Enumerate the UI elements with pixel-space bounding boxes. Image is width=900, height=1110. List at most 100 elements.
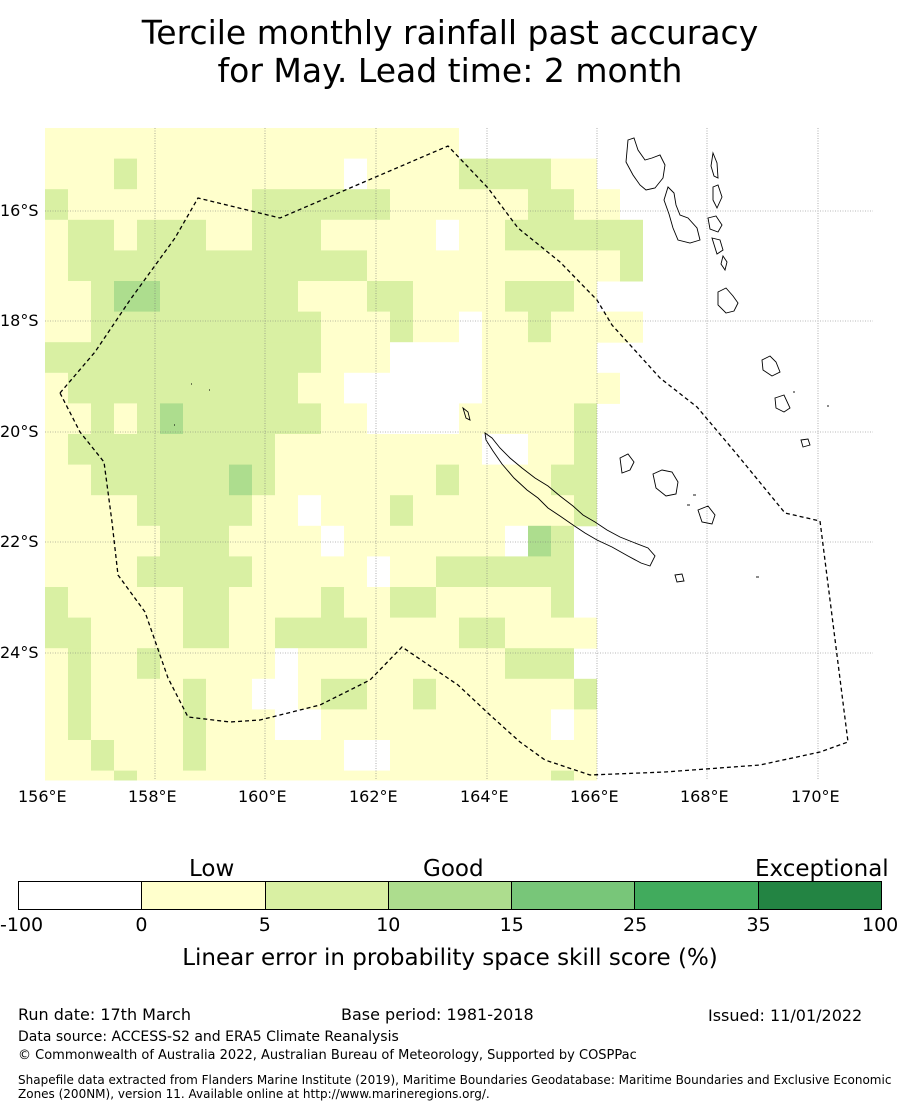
skill-cell bbox=[183, 434, 206, 466]
skill-cell bbox=[436, 648, 459, 680]
skill-cell bbox=[459, 740, 482, 772]
skill-cell bbox=[229, 740, 252, 772]
skill-cell bbox=[390, 464, 413, 496]
skill-cell bbox=[275, 311, 298, 343]
skill-cell bbox=[206, 128, 229, 160]
skill-cell bbox=[275, 250, 298, 282]
skill-cell bbox=[252, 648, 275, 680]
skill-cell bbox=[114, 495, 137, 527]
skill-cell bbox=[160, 770, 183, 781]
skill-cell bbox=[298, 342, 321, 374]
skill-cell bbox=[275, 342, 298, 374]
skill-cell bbox=[551, 189, 574, 221]
copyright: © Commonwealth of Australia 2022, Austra… bbox=[18, 1048, 637, 1063]
skill-cell bbox=[45, 128, 68, 160]
skill-cell bbox=[367, 648, 390, 680]
skill-cell bbox=[91, 158, 114, 190]
colorbar-tick-label: 25 bbox=[623, 914, 648, 936]
skill-cell bbox=[413, 158, 436, 190]
skill-cell bbox=[367, 281, 390, 313]
skill-cell bbox=[436, 189, 459, 221]
skill-cell bbox=[275, 219, 298, 251]
skill-cell bbox=[482, 464, 505, 496]
skill-cell bbox=[275, 495, 298, 527]
skill-cell bbox=[528, 556, 551, 588]
skill-cell bbox=[252, 342, 275, 374]
skill-cell bbox=[505, 342, 528, 374]
skill-cell bbox=[45, 403, 68, 435]
lon-tick-label: 170°E bbox=[791, 787, 840, 806]
skill-cell bbox=[413, 342, 436, 374]
colorbar-title: Linear error in probability space skill … bbox=[182, 945, 718, 971]
skill-cell bbox=[91, 128, 114, 160]
skill-cell bbox=[183, 128, 206, 160]
skill-cell bbox=[436, 709, 459, 741]
skill-cell bbox=[252, 281, 275, 313]
skill-cell bbox=[505, 709, 528, 741]
skill-cell bbox=[137, 770, 160, 781]
lat-tick-label: 20°S bbox=[0, 422, 39, 441]
skill-cell bbox=[574, 219, 597, 251]
skill-cell bbox=[413, 709, 436, 741]
skill-cell bbox=[68, 250, 91, 282]
skill-cell bbox=[160, 250, 183, 282]
colorbar-tick-label: 35 bbox=[746, 914, 771, 936]
skill-cell bbox=[344, 403, 367, 435]
skill-cell bbox=[459, 281, 482, 313]
skill-cell bbox=[344, 556, 367, 588]
lon-tick-label: 160°E bbox=[238, 787, 287, 806]
skill-cell bbox=[137, 342, 160, 374]
skill-cell bbox=[137, 311, 160, 343]
skill-cell bbox=[91, 434, 114, 466]
category-good: Good bbox=[423, 856, 484, 882]
skill-cell bbox=[68, 556, 91, 588]
skill-cell bbox=[597, 250, 620, 282]
skill-cell bbox=[206, 403, 229, 435]
skill-cell bbox=[68, 770, 91, 781]
skill-cell bbox=[68, 464, 91, 496]
skill-cell bbox=[459, 525, 482, 557]
skill-cell bbox=[528, 403, 551, 435]
skill-cell bbox=[344, 281, 367, 313]
skill-cell bbox=[68, 342, 91, 374]
skill-cell bbox=[252, 250, 275, 282]
skill-cell bbox=[505, 434, 528, 466]
skill-cell bbox=[160, 342, 183, 374]
skill-cell bbox=[459, 342, 482, 374]
skill-cell bbox=[459, 648, 482, 680]
skill-cell bbox=[114, 587, 137, 619]
skill-cell bbox=[528, 678, 551, 710]
skill-cell bbox=[321, 495, 344, 527]
skill-cell bbox=[413, 128, 436, 160]
skill-cell bbox=[183, 648, 206, 680]
skill-cell bbox=[528, 495, 551, 527]
skill-cell bbox=[413, 219, 436, 251]
skill-cell bbox=[206, 617, 229, 649]
skill-cell bbox=[252, 403, 275, 435]
skill-cell bbox=[160, 678, 183, 710]
skill-cell bbox=[390, 770, 413, 781]
skill-cell bbox=[45, 587, 68, 619]
skill-cell bbox=[528, 250, 551, 282]
skill-cell bbox=[160, 709, 183, 741]
skill-cell bbox=[298, 587, 321, 619]
skill-cell bbox=[298, 464, 321, 496]
skill-cell bbox=[183, 250, 206, 282]
skill-cell bbox=[91, 403, 114, 435]
skill-cell bbox=[160, 403, 183, 435]
skill-cell bbox=[91, 342, 114, 374]
skill-cell bbox=[252, 678, 275, 710]
skill-cell bbox=[68, 495, 91, 527]
skill-cell bbox=[436, 740, 459, 772]
skill-cell bbox=[183, 495, 206, 527]
skill-cell bbox=[574, 495, 597, 527]
skill-cell bbox=[505, 189, 528, 221]
skill-cell bbox=[137, 709, 160, 741]
skill-cell bbox=[298, 617, 321, 649]
skill-cell bbox=[137, 281, 160, 313]
skill-cell bbox=[459, 678, 482, 710]
skill-cell bbox=[321, 158, 344, 190]
colorbar-segment bbox=[388, 882, 513, 909]
colorbar-tick-label: -100 bbox=[0, 914, 44, 936]
skill-cell bbox=[206, 281, 229, 313]
